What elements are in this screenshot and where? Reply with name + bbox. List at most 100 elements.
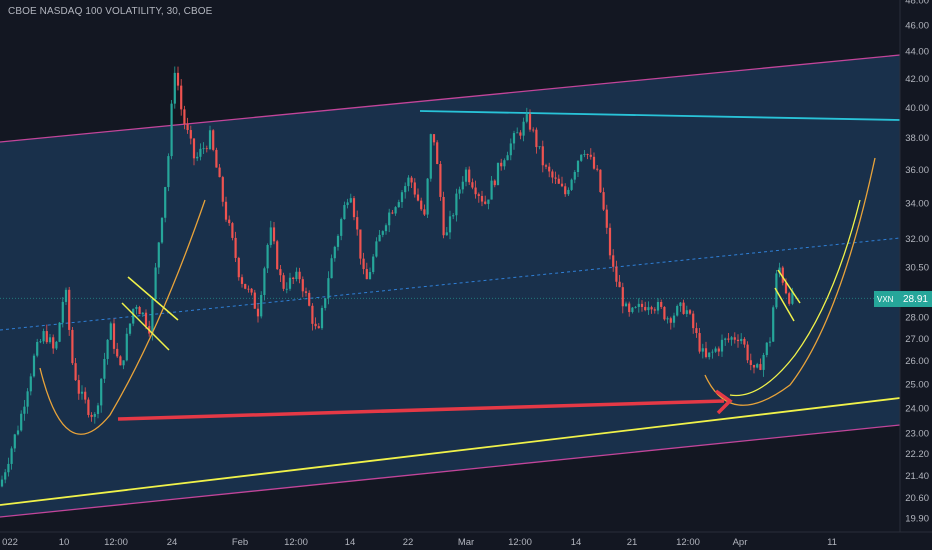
- candle-body: [560, 183, 564, 187]
- candle-body: [170, 103, 173, 157]
- candle-body: [4, 472, 7, 480]
- candle-body: [362, 258, 365, 270]
- candle-body: [496, 162, 500, 186]
- candle-body: [602, 192, 605, 210]
- candle-body: [221, 177, 224, 202]
- candle-body: [685, 310, 688, 314]
- candle-body: [71, 329, 74, 364]
- candle-body: [288, 277, 292, 289]
- candle-body: [791, 290, 794, 304]
- candle-body: [682, 302, 685, 314]
- candle-body: [68, 289, 71, 330]
- x-tick-label: Apr: [733, 537, 748, 548]
- candle-body: [429, 134, 432, 179]
- candle-body: [13, 434, 16, 449]
- candle-body: [461, 181, 464, 190]
- candle-body: [637, 303, 640, 307]
- candle-body: [244, 283, 247, 289]
- candle-body: [196, 156, 199, 159]
- candle-body: [615, 266, 618, 282]
- channel-fill: [0, 55, 900, 517]
- candle-body: [343, 205, 346, 220]
- candle-body: [724, 338, 727, 340]
- candle-body: [704, 348, 708, 358]
- y-tick-label: 40.00: [905, 103, 929, 114]
- candle-body: [135, 307, 138, 309]
- candle-body: [77, 380, 80, 394]
- y-tick-label: 32.00: [905, 234, 929, 245]
- x-tick-label: 14: [571, 537, 582, 548]
- candle-body: [295, 271, 298, 279]
- candle-body: [308, 292, 311, 306]
- support-line: [0, 397, 901, 506]
- candle-body: [352, 198, 356, 218]
- candle-body: [103, 358, 106, 379]
- candle-body: [176, 72, 180, 86]
- y-tick-label: 46.00: [905, 21, 929, 32]
- candle-body: [260, 294, 263, 317]
- candle-body: [650, 307, 653, 310]
- candle-body: [564, 186, 567, 195]
- candle-body: [660, 301, 663, 307]
- candle-body: [39, 341, 42, 343]
- candle-body: [576, 160, 580, 173]
- candle-body: [640, 303, 644, 307]
- candle-body: [250, 288, 253, 293]
- candle-body: [327, 278, 330, 299]
- candle-body: [192, 138, 196, 159]
- candle-body: [240, 277, 244, 284]
- candle-body: [592, 156, 596, 169]
- candle-body: [144, 312, 148, 327]
- candle-body: [608, 227, 612, 256]
- candle-body: [506, 155, 509, 161]
- candle-body: [272, 227, 276, 242]
- candle-body: [298, 271, 301, 280]
- candle-body: [669, 318, 672, 323]
- candle-body: [276, 241, 279, 270]
- candle-body: [48, 337, 52, 343]
- candle-body: [580, 154, 583, 161]
- y-tick-label: 24.00: [905, 403, 929, 414]
- candle-body: [266, 244, 269, 269]
- candle-body: [730, 337, 733, 340]
- candle-body: [605, 209, 608, 228]
- candle-body: [720, 339, 724, 352]
- y-tick-label: 21.40: [905, 471, 929, 482]
- candle-body: [330, 258, 333, 279]
- y-tick-label: 22.20: [905, 449, 929, 460]
- candle-body: [269, 227, 272, 245]
- candle-body: [749, 360, 752, 365]
- y-tick-label: 23.00: [905, 428, 929, 439]
- y-tick-label: 27.00: [905, 334, 929, 345]
- candle-body: [679, 302, 682, 306]
- x-tick-label: Mar: [458, 537, 474, 548]
- candle-body: [151, 299, 154, 334]
- candle-body: [372, 256, 375, 273]
- x-tick-label: 21: [627, 537, 638, 548]
- candle-body: [42, 331, 45, 342]
- price-badge-symbol: VXN: [877, 294, 894, 304]
- flag-left-lower: [121, 302, 170, 351]
- candle-body: [64, 289, 68, 302]
- candle-body: [84, 391, 87, 400]
- candle-body: [116, 348, 119, 357]
- candle-body: [573, 172, 576, 180]
- y-axis-panel: [900, 0, 932, 550]
- candle-body: [167, 156, 170, 188]
- candle-body: [522, 121, 525, 136]
- candle-body: [36, 341, 39, 356]
- candle-body: [32, 355, 36, 377]
- candle-body: [442, 196, 445, 236]
- candle-body: [436, 142, 439, 165]
- candle-body: [452, 215, 455, 217]
- candle-body: [778, 267, 781, 274]
- candle-body: [368, 272, 372, 280]
- y-tick-label: 48.00: [905, 0, 929, 7]
- candle-body: [746, 344, 749, 361]
- candle-body: [333, 246, 336, 259]
- candle-body: [663, 306, 666, 320]
- candle-body: [589, 154, 592, 157]
- candle-body: [29, 376, 32, 392]
